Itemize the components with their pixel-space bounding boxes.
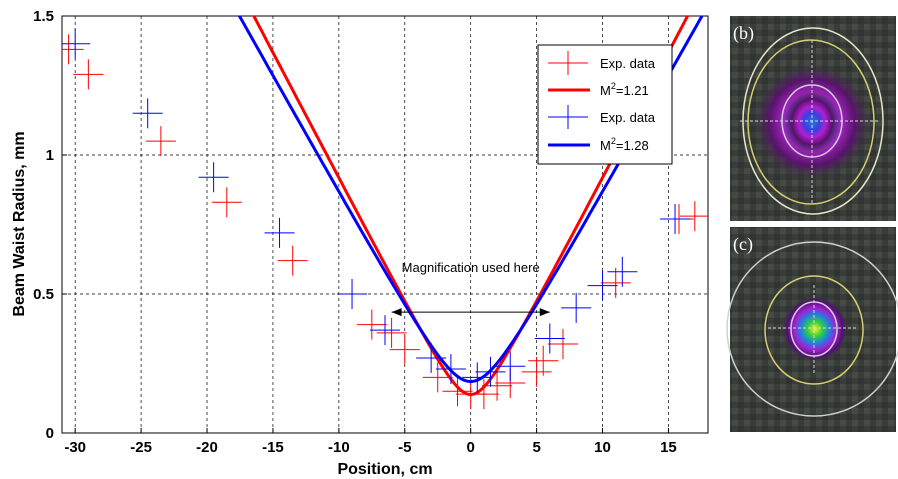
- x-tick-label: -30: [64, 439, 86, 456]
- y-tick-label: 0: [46, 425, 54, 442]
- data-point-marker: [370, 315, 400, 346]
- legend-label: Exp. data: [600, 110, 656, 125]
- data-point-marker: [145, 126, 176, 157]
- y-tick-label: 1: [46, 147, 54, 164]
- data-point-marker: [561, 292, 592, 323]
- axis-ticks: -30 -25 -20 -15 -10 -5 0 5 10 15 0 0.5 1 1.5: [33, 8, 677, 456]
- magnification-annotation: Magnification used here: [391, 260, 550, 317]
- arrowhead-left: [391, 308, 402, 317]
- data-point-marker: [277, 245, 308, 276]
- outer-ring: [726, 241, 898, 417]
- beam-profile-panel-b: (b): [730, 16, 896, 221]
- x-tick-label: 0: [467, 439, 475, 456]
- data-point-marker: [62, 28, 91, 59]
- data-point-marker: [462, 362, 493, 393]
- data-point-marker: [356, 309, 387, 340]
- x-tick-label: -10: [328, 439, 350, 456]
- data-point-marker: [587, 270, 618, 301]
- data-point-marker: [264, 217, 295, 248]
- x-tick-label: 5: [532, 439, 540, 456]
- panel-label-b: (b): [733, 23, 754, 44]
- fit-curve-m2128: [237, 16, 704, 384]
- data-point-marker: [528, 345, 559, 376]
- data-point-marker: [495, 351, 526, 382]
- data-point-marker: [422, 362, 453, 393]
- data-point-marker: [62, 34, 84, 65]
- legend-entry-red-markers: Exp. data: [548, 51, 656, 75]
- x-tick-label: -15: [262, 439, 284, 456]
- series-layer: [62, 16, 708, 410]
- x-tick-label: -25: [130, 439, 152, 456]
- middle-ring: [747, 39, 875, 205]
- data-point-marker: [389, 334, 420, 365]
- main-chart: -30 -25 -20 -15 -10 -5 0 5 10 15 0 0.5 1 1.5 Position…: [11, 8, 709, 478]
- data-point-marker: [534, 323, 565, 354]
- data-point-marker: [211, 187, 242, 218]
- x-tick-label: -20: [196, 439, 218, 456]
- data-point-marker: [521, 356, 552, 387]
- data-point-marker: [679, 201, 708, 232]
- fit-curve-m2121: [252, 16, 690, 397]
- data-point-marker: [198, 162, 229, 193]
- x-tick-label: -5: [398, 439, 411, 456]
- data-point-marker: [376, 317, 407, 348]
- y-axis-label: Beam Waist Radius, mm: [11, 131, 28, 316]
- y-tick-label: 0.5: [33, 286, 54, 303]
- legend: Exp. data M2=1.21 Exp. data M2=1.28: [537, 44, 673, 165]
- middle-ring: [764, 275, 864, 385]
- beam-profile-panel-c: (c): [726, 227, 898, 432]
- data-point-marker: [337, 279, 368, 309]
- legend-label: M2=1.28: [600, 136, 649, 153]
- data-point-marker: [607, 256, 638, 287]
- legend-label: Exp. data: [600, 56, 656, 71]
- annotation-text: Magnification used here: [402, 260, 540, 275]
- marker-series-2: [62, 28, 691, 393]
- data-point-marker: [660, 203, 691, 234]
- x-axis-label: Position, cm: [337, 461, 432, 478]
- x-tick-label: 10: [594, 439, 611, 456]
- data-point-marker: [600, 267, 631, 298]
- x-tick-label: 15: [660, 439, 677, 456]
- legend-entry-blue-markers: Exp. data: [548, 105, 656, 129]
- data-point-marker: [73, 59, 104, 90]
- data-point-marker: [547, 329, 578, 360]
- arrowhead-right: [539, 308, 550, 317]
- legend-label: M2=1.21: [600, 81, 649, 98]
- data-point-marker: [442, 376, 473, 407]
- panel-label-c: (c): [733, 234, 753, 255]
- data-point-marker: [132, 98, 163, 129]
- y-tick-label: 1.5: [33, 8, 54, 25]
